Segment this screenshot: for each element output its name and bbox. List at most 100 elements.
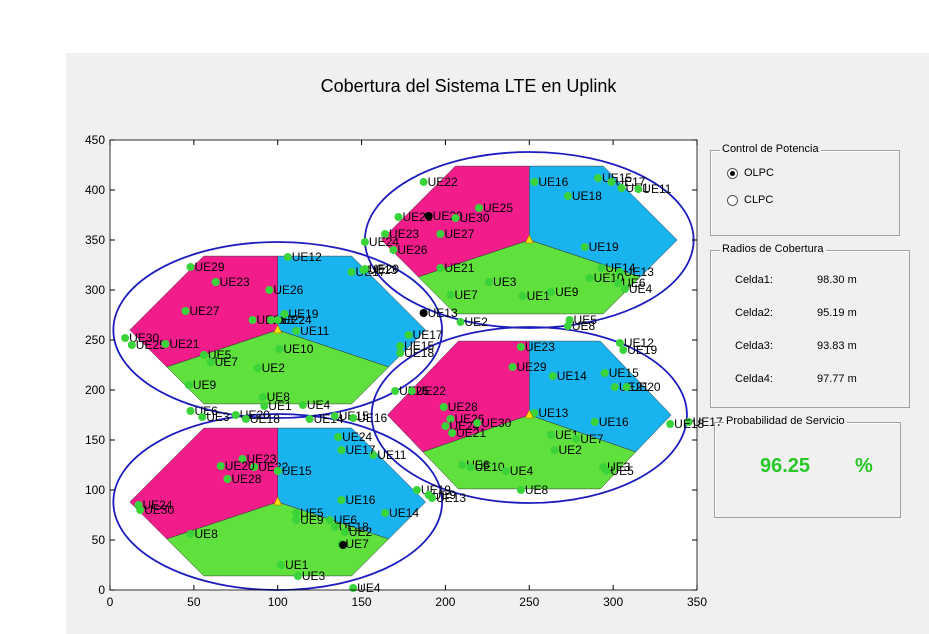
- ue-marker: [216, 462, 225, 470]
- ue-label: UE24: [342, 430, 372, 444]
- y-tick-label: 350: [85, 233, 105, 247]
- ue-label: UE27: [189, 304, 219, 318]
- ue-marker: [602, 467, 611, 475]
- ue-label: UE30: [481, 416, 511, 430]
- probability-unit: %: [855, 455, 873, 477]
- ue-label: UE21: [444, 261, 474, 275]
- ue-marker: [516, 343, 525, 351]
- ue-label: UE24: [369, 235, 399, 249]
- ue-marker: [436, 264, 445, 272]
- ue-marker: [349, 584, 358, 592]
- ue-label: UE4: [510, 464, 534, 478]
- probability-value: 96.25: [760, 455, 811, 477]
- ue-marker: [451, 214, 460, 222]
- base-station-icon: [524, 234, 534, 244]
- ue-marker: [610, 383, 619, 391]
- ue-label: UE16: [345, 493, 375, 507]
- ue-label: UE5: [574, 313, 598, 327]
- radios-cobertura-title: Radios de Cobertura: [720, 243, 826, 255]
- y-tick-label: 450: [85, 133, 105, 147]
- ue-marker: [634, 185, 643, 193]
- ue-marker: [292, 327, 301, 335]
- ue-label: UE3: [206, 410, 230, 424]
- ue-label: UE3: [607, 460, 631, 474]
- radio-olpc[interactable]: OLPC: [727, 167, 774, 179]
- ue-marker: [275, 345, 284, 353]
- ue-marker: [369, 451, 378, 459]
- ue-label: UE20: [631, 380, 661, 394]
- ue-marker: [186, 530, 195, 538]
- ue-label: UE20: [225, 459, 255, 473]
- y-tick-label: 300: [85, 283, 105, 297]
- y-tick-label: 250: [85, 333, 105, 347]
- probabilidad-servicio-title: Probabilidad de Servicio: [724, 415, 847, 427]
- x-tick-label: 250: [519, 595, 539, 609]
- celda2-label: Celda2:: [735, 307, 773, 319]
- ue-marker: [184, 381, 193, 389]
- ue-label: UE17: [693, 415, 723, 429]
- x-tick-label: 200: [435, 595, 455, 609]
- radio-clpc[interactable]: CLPC: [727, 194, 773, 206]
- ue-marker: [260, 402, 269, 410]
- ue-label: UE14: [389, 506, 419, 520]
- ue-label: UE11: [642, 182, 671, 196]
- ue-marker: [614, 279, 623, 287]
- radio-olpc-dot[interactable]: [727, 167, 738, 179]
- ue-marker: [428, 494, 437, 502]
- radio-clpc-dot[interactable]: [727, 194, 738, 206]
- y-tick-label: 150: [85, 433, 105, 447]
- ue-marker: [404, 331, 413, 339]
- ue-label: UE2: [558, 443, 582, 457]
- ue-marker: [248, 316, 257, 324]
- ue-marker: [466, 463, 475, 471]
- ue-marker: [223, 475, 232, 483]
- ue-label: UE14: [557, 369, 587, 383]
- ue-marker: [439, 403, 448, 411]
- ue-marker: [518, 292, 527, 300]
- ue-label: UE8: [195, 527, 219, 541]
- ue-label: UE15: [404, 339, 434, 353]
- ue-label: UE1: [268, 399, 292, 413]
- ue-label: UE11: [377, 448, 406, 462]
- y-tick-label: 100: [85, 483, 105, 497]
- ue-marker: [600, 369, 609, 377]
- ue-label: UE16: [599, 415, 629, 429]
- sector-green: [422, 414, 637, 490]
- ue-label: UE29: [195, 260, 225, 274]
- ue-marker: [473, 419, 482, 427]
- user-equipment: UE29UE23UE26UE12UE27UE28UE22UE24UE19UE11…: [121, 171, 723, 595]
- axes: 0 50 100 150 200 250 300 350 0 50 100 150 200 250 300 3…: [85, 133, 707, 609]
- ue-marker: [572, 435, 581, 443]
- ue-marker: [419, 178, 428, 186]
- ue-label: UE3: [493, 275, 517, 289]
- ue-label: UE6: [622, 276, 646, 290]
- ue-label: UE22: [428, 175, 458, 189]
- ue-label: UE4: [307, 398, 331, 412]
- ue-marker: [161, 340, 170, 348]
- ue-label: UE3: [302, 569, 326, 583]
- ue-marker: [127, 341, 136, 349]
- ue-marker: [617, 184, 626, 192]
- x-tick-label: 300: [603, 595, 623, 609]
- ue-marker: [337, 496, 346, 504]
- ue-label: UE4: [629, 282, 653, 296]
- ue-marker: [441, 422, 450, 430]
- ue-marker: [396, 342, 405, 350]
- ue-marker: [199, 351, 208, 359]
- ue-marker: [597, 264, 606, 272]
- ue-label: UE9: [300, 513, 324, 527]
- ue-marker: [622, 383, 631, 391]
- ue-marker: [530, 409, 539, 417]
- ue-marker: [436, 230, 445, 238]
- ue-label: UE13: [428, 306, 458, 320]
- ue-marker: [241, 415, 250, 423]
- ue-marker: [250, 463, 259, 471]
- celda1-label: Celda1:: [735, 274, 773, 286]
- ue-label: UE14: [605, 261, 635, 275]
- ue-marker: [394, 213, 403, 221]
- ue-marker: [121, 334, 130, 342]
- celda2-value: 95.19 m: [817, 307, 857, 319]
- ue-marker: [615, 268, 624, 276]
- ue-marker: [666, 420, 675, 428]
- ue-marker: [550, 446, 559, 454]
